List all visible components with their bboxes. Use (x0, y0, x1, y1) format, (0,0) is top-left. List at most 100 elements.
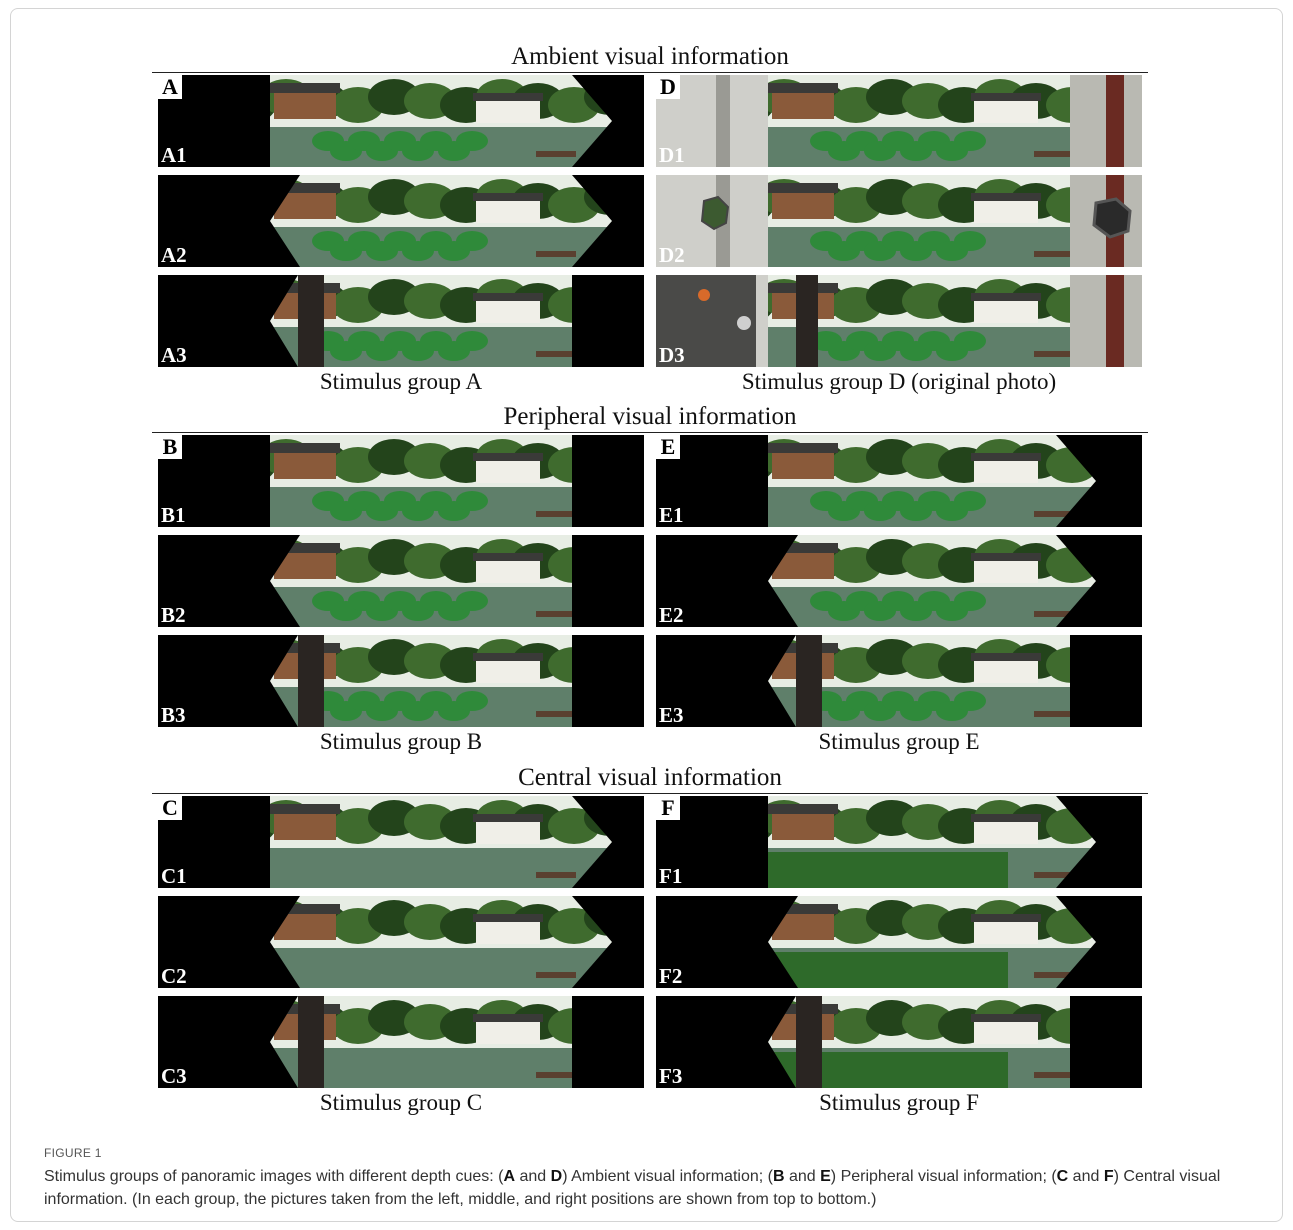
house-wall (974, 101, 1038, 123)
boat (1034, 351, 1074, 357)
caption-text: ) Central visual information. (In each g… (44, 1168, 1221, 1208)
group-caption: Stimulus group B (319, 729, 483, 754)
depth-mask (1070, 996, 1142, 1088)
boat (1034, 611, 1074, 617)
panel-label: B2 (161, 603, 186, 627)
depth-mask (572, 175, 644, 267)
pillar (298, 996, 324, 1088)
panel-label: C1 (161, 864, 187, 888)
lotus-leaf (954, 691, 986, 711)
pillar (796, 275, 818, 367)
group-letter: F (656, 796, 680, 820)
depth-mask (158, 796, 270, 888)
boat (536, 351, 576, 357)
panorama-image (158, 996, 644, 1088)
pavilion-roof (270, 543, 340, 553)
section-title: Central visual information (518, 764, 782, 791)
house-wall (974, 922, 1038, 944)
group-letter: B (158, 435, 182, 459)
lantern (698, 289, 710, 301)
boat (1034, 872, 1074, 878)
section-rule (152, 793, 1148, 794)
caption-letter: F (1103, 1168, 1114, 1185)
boat (536, 151, 576, 157)
house-roof (473, 93, 543, 101)
caption-letter: B (772, 1168, 785, 1185)
depth-mask (158, 896, 300, 988)
pavilion-roof (768, 543, 838, 553)
stimulus-panel: E2 (656, 535, 1142, 627)
pavilion-body (772, 93, 834, 119)
lotus-leaf (954, 131, 986, 151)
house-wall (476, 1022, 540, 1044)
panorama-image (656, 896, 1142, 988)
pavilion-body (772, 193, 834, 219)
round-window (737, 316, 751, 330)
house-wall (476, 922, 540, 944)
stimulus-panel: F2 (656, 896, 1142, 988)
depth-mask (656, 435, 768, 527)
house-roof (971, 814, 1041, 822)
depth-mask (572, 75, 644, 167)
depth-mask (656, 996, 796, 1088)
panel-label: E2 (659, 603, 684, 627)
figure-caption: Stimulus groups of panoramic images with… (44, 1165, 1254, 1211)
boat (1034, 251, 1074, 257)
house-roof (473, 653, 543, 661)
stimulus-panel: B3 (158, 635, 644, 727)
boat (1034, 511, 1074, 517)
house-roof (473, 293, 543, 301)
caption-text: and (1068, 1168, 1104, 1185)
house-wall (974, 301, 1038, 323)
group-caption: Stimulus group C (319, 1090, 483, 1115)
house-roof (971, 453, 1041, 461)
depth-mask (1056, 535, 1142, 627)
depth-mask (656, 896, 798, 988)
depth-mask (572, 635, 644, 727)
boat (1034, 711, 1074, 717)
house-roof (473, 1014, 543, 1022)
caption-letter: D (550, 1168, 563, 1185)
stimulus-panel: A2 (158, 175, 644, 267)
wall-pillar (716, 75, 730, 167)
caption-text: Stimulus groups of panoramic images with… (44, 1168, 504, 1185)
house-roof (473, 914, 543, 922)
depth-mask (1070, 635, 1142, 727)
caption-text: ) Peripheral visual information; ( (830, 1168, 1057, 1185)
panorama-image (158, 796, 644, 888)
boat (536, 872, 576, 878)
house-wall (476, 661, 540, 683)
boat (536, 251, 576, 257)
depth-mask (572, 996, 644, 1088)
stimulus-panel: B B1 (158, 435, 644, 527)
panorama-image (158, 435, 644, 527)
pavilion-body (274, 93, 336, 119)
panorama-image (158, 535, 644, 627)
lotus-leaf (954, 231, 986, 251)
pavilion-body (772, 453, 834, 479)
pavilion-roof (270, 83, 340, 93)
depth-mask (158, 535, 300, 627)
stimulus-panel: C2 (158, 896, 644, 988)
depth-mask (158, 75, 270, 167)
panel-label: A3 (161, 343, 187, 367)
depth-mask (572, 275, 644, 367)
grass-patch (768, 852, 1008, 888)
house-roof (473, 193, 543, 201)
panorama-image (158, 635, 644, 727)
depth-mask (572, 535, 644, 627)
stimulus-panel: E3 (656, 635, 1142, 727)
grass-patch (768, 952, 1008, 988)
stimulus-panel: A3 (158, 275, 644, 367)
house-wall (974, 461, 1038, 483)
caption-text: and (515, 1168, 551, 1185)
panorama-image (656, 175, 1142, 267)
pavilion-roof (270, 904, 340, 914)
house-wall (974, 822, 1038, 844)
section-rule (152, 72, 1148, 73)
section-rule (152, 432, 1148, 433)
red-pillar (1106, 275, 1124, 367)
stimulus-panel: D D1 (656, 75, 1142, 167)
group-caption: Stimulus group D (original photo) (741, 369, 1057, 394)
pavilion-roof (768, 83, 838, 93)
